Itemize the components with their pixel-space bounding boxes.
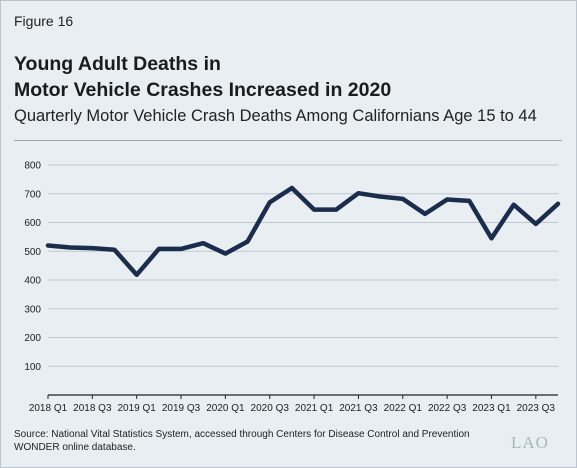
x-tick-label: 2022 Q1 [384, 403, 423, 414]
x-tick-label: 2021 Q3 [339, 403, 378, 414]
y-tick-label: 100 [24, 362, 41, 373]
x-tick-label: 2020 Q1 [206, 403, 245, 414]
x-tick-label: 2023 Q3 [517, 403, 556, 414]
figure-title: Young Adult Deaths in Motor Vehicle Cras… [14, 51, 574, 103]
x-tick-label: 2021 Q1 [295, 403, 334, 414]
title-line-2: Motor Vehicle Crashes Increased in 2020 [14, 79, 392, 101]
y-tick-label: 800 [24, 161, 41, 172]
source-note: Source: National Vital Statistics System… [14, 428, 514, 454]
series-group [45, 185, 561, 278]
x-tick-label: 2019 Q3 [162, 403, 201, 414]
x-tick-label: 2020 Q3 [251, 403, 290, 414]
y-tick-label: 700 [24, 189, 41, 200]
figure-subtitle: Quarterly Motor Vehicle Crash Deaths Amo… [14, 107, 537, 125]
x-axis: 2018 Q1 2018 Q3 2019 Q1 2019 Q3 2020 Q1 2020 … [29, 394, 558, 414]
y-tick-label: 300 [24, 304, 41, 315]
y-tick-label: 600 [24, 218, 41, 229]
title-line-1: Young Adult Deaths in [14, 53, 221, 75]
x-tick-label: 2018 Q3 [73, 403, 112, 414]
title-divider [14, 140, 562, 141]
source-line-1: Source: National Vital Statistics System… [14, 429, 470, 440]
lao-logo: LAO [511, 433, 549, 452]
y-tick-label: 200 [24, 333, 41, 344]
source-line-2: WONDER online database. [14, 442, 136, 453]
x-tick-label: 2018 Q1 [29, 403, 68, 414]
y-tick-label: 400 [24, 276, 41, 287]
y-axis: 100 200 300 400 500 600 700 800 [24, 161, 41, 373]
x-tick-label: 2019 Q1 [118, 403, 157, 414]
series-line-0 [45, 185, 561, 278]
gridlines [48, 164, 558, 367]
figure-label: Figure 16 [14, 13, 74, 29]
x-tick-label: 2023 Q1 [472, 403, 511, 414]
y-tick-label: 500 [24, 247, 41, 258]
x-tick-label: 2022 Q3 [428, 403, 467, 414]
